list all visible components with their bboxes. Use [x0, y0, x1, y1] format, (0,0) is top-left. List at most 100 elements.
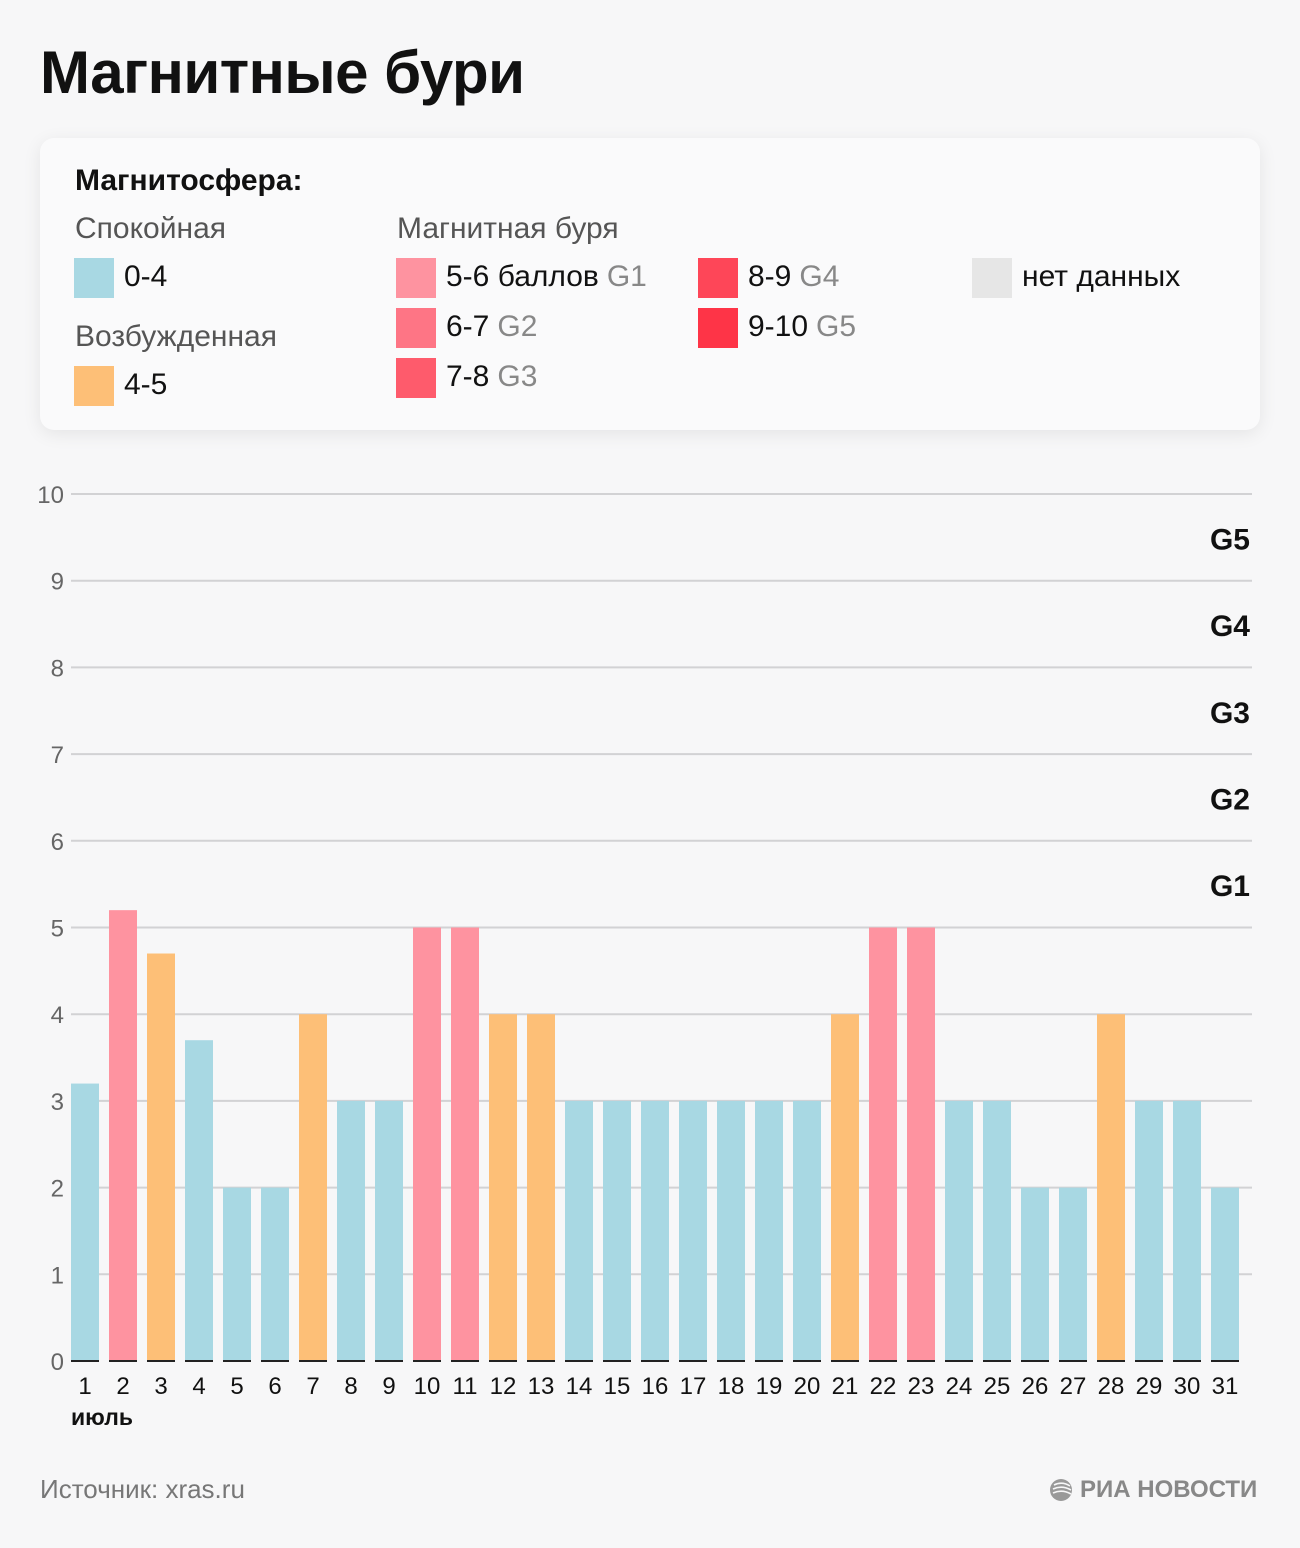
bar — [869, 927, 897, 1361]
y-tick-label: 7 — [51, 742, 64, 769]
y-tick-label: 10 — [37, 482, 64, 509]
legend-swatch-nodata — [972, 258, 1012, 298]
legend-group-storm: Магнитная буря — [397, 212, 619, 245]
legend-group-excited: Возбужденная — [75, 320, 277, 353]
x-tick-label: 6 — [268, 1373, 281, 1400]
x-tick-label: 19 — [756, 1373, 783, 1400]
x-tick-label: 16 — [642, 1373, 669, 1400]
legend-swatch-g4 — [698, 258, 738, 298]
x-tick-label: 26 — [1022, 1373, 1049, 1400]
y-tick-label: 0 — [51, 1349, 64, 1376]
bar — [603, 1100, 631, 1361]
globe-icon — [1050, 1479, 1072, 1501]
y-tick-label: 6 — [51, 829, 64, 856]
y-tick-label: 5 — [51, 916, 64, 943]
bar — [945, 1100, 973, 1361]
y-tick-label: 8 — [51, 655, 64, 682]
legend-swatch-calm — [74, 258, 114, 298]
x-tick-label: 25 — [984, 1373, 1011, 1400]
y-tick-label: 2 — [51, 1176, 64, 1203]
x-tick-label: 4 — [192, 1373, 205, 1400]
bar — [1059, 1187, 1087, 1361]
x-tick-label: 28 — [1098, 1373, 1125, 1400]
ria-logo: РИА НОВОСТИ — [1048, 1476, 1257, 1504]
x-tick-label: 13 — [528, 1373, 555, 1400]
legend-label-g1: 5-6 баллов G1 — [446, 260, 647, 293]
x-tick-label: 27 — [1060, 1373, 1087, 1400]
legend-label-g4: 8-9 G4 — [748, 260, 840, 293]
x-tick-label: 3 — [154, 1373, 167, 1400]
source-text: Источник: xras.ru — [40, 1474, 245, 1504]
bar — [147, 953, 175, 1361]
bar — [1173, 1100, 1201, 1361]
x-tick-label: 1 — [78, 1373, 91, 1400]
bar — [679, 1100, 707, 1361]
level-label-g3: G3 — [1210, 697, 1250, 730]
y-tick-label: 9 — [51, 569, 64, 596]
bar — [831, 1014, 859, 1361]
x-tick-label: 10 — [414, 1373, 441, 1400]
bar — [641, 1100, 669, 1361]
legend-swatch-g2 — [396, 308, 436, 348]
y-tick-label: 3 — [51, 1089, 64, 1116]
y-tick-label: 1 — [51, 1262, 64, 1289]
legend-swatch-excited — [74, 366, 114, 406]
bar — [299, 1014, 327, 1361]
x-tick-label: 20 — [794, 1373, 821, 1400]
x-tick-label: 15 — [604, 1373, 631, 1400]
x-tick-label: 23 — [908, 1373, 935, 1400]
bar — [1021, 1187, 1049, 1361]
bar — [337, 1100, 365, 1361]
x-tick-label: 12 — [490, 1373, 517, 1400]
x-tick-label: 11 — [453, 1373, 478, 1400]
bar — [451, 927, 479, 1361]
x-tick-label: 7 — [306, 1373, 319, 1400]
bar — [413, 927, 441, 1361]
legend-label-g3: 7-8 G3 — [446, 360, 538, 393]
y-tick-label: 4 — [51, 1002, 64, 1029]
x-tick-label: 8 — [344, 1373, 357, 1400]
legend-swatch-g1 — [396, 258, 436, 298]
bar — [1211, 1187, 1239, 1361]
x-tick-label: 21 — [832, 1373, 859, 1400]
level-label-g2: G2 — [1210, 783, 1250, 816]
legend-swatch-g3 — [396, 358, 436, 398]
legend-label-g2: 6-7 G2 — [446, 310, 538, 343]
bar — [1135, 1100, 1163, 1361]
legend-heading: Магнитосфера: — [75, 164, 303, 197]
x-tick-label: 18 — [718, 1373, 745, 1400]
x-tick-label: 22 — [870, 1373, 897, 1400]
level-label-g4: G4 — [1210, 610, 1250, 643]
x-tick-label: 17 — [680, 1373, 707, 1400]
bar — [489, 1014, 517, 1361]
bar — [185, 1040, 213, 1361]
legend-label-nodata: нет данных — [1022, 260, 1181, 293]
legend-label-excited: 4-5 — [124, 368, 168, 401]
level-label-g5: G5 — [1210, 523, 1250, 556]
legend-swatch-g5 — [698, 308, 738, 348]
bar — [565, 1100, 593, 1361]
x-tick-label: 29 — [1136, 1373, 1163, 1400]
x-tick-label: 31 — [1212, 1373, 1239, 1400]
legend-group-calm: Спокойная — [75, 212, 226, 245]
bar — [1097, 1014, 1125, 1361]
bar — [527, 1014, 555, 1361]
legend-card: Магнитосфера: Спокойная 0-4 Возбужденная… — [40, 138, 1260, 430]
x-axis-label: июль — [71, 1404, 133, 1430]
bar — [223, 1187, 251, 1361]
bar — [261, 1187, 289, 1361]
x-tick-label: 2 — [116, 1373, 129, 1400]
bar — [793, 1100, 821, 1361]
bar — [375, 1100, 403, 1361]
legend-label-g5: 9-10 G5 — [748, 310, 857, 343]
level-label-g1: G1 — [1210, 870, 1250, 903]
legend-label-calm: 0-4 — [124, 260, 168, 293]
x-tick-label: 14 — [566, 1373, 593, 1400]
bar — [907, 927, 935, 1361]
bar — [755, 1100, 783, 1361]
page-title: Магнитные бури — [40, 39, 525, 106]
x-tick-label: 9 — [382, 1373, 395, 1400]
x-tick-label: 24 — [946, 1373, 973, 1400]
